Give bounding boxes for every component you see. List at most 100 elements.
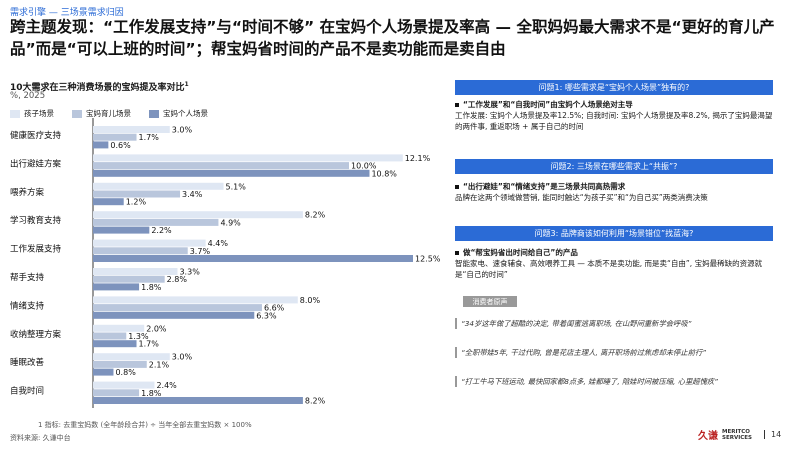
data-label: 8.0% [300,296,321,305]
data-label: 2.8% [167,275,188,284]
question-2-header: 问题2: 三场景在哪些需求上“共振”? [455,159,773,174]
bar [93,154,403,162]
data-label: 4.9% [220,218,241,227]
quote-2: “全职带娃5年, 干过代购, 曾是花店主理人, 离开职场前过焦虑却未停止前行” [455,347,775,358]
bar [93,133,137,141]
bar-chart: 健康医疗支持 3.0% 1.7% 0.6% 出行避娃方案 12.1% 10.0%10.8% 喂… [10,118,441,408]
bar [93,226,150,234]
question-3-bullet: 做“帮宝妈省出时间给自己”的产品 [455,247,775,258]
category-label: 出行避娃方案 [10,158,62,169]
legend-label: 宝妈育儿场景 [86,109,131,118]
question-3-title: 问题3: 品牌商该如何利用“场景错位”找蓝海? [534,229,694,238]
data-label: 12.1% [405,154,431,163]
bar [93,239,206,247]
category-label: 喂养方案 [10,187,45,198]
chart-title-footnote-mark: 1 [184,81,189,88]
question-1-answer: “工作发展”和“自我时间”由宝妈个人场景绝对主导 工作发展: 宝妈个人场景提及率… [455,99,775,132]
bar [93,283,140,291]
category-label: 自我时间 [10,386,44,397]
footnote: 1 指标: 去重宝妈数 (全年龄段合并) ÷ 当年全部去重宝妈数 × 100% [38,421,252,429]
breadcrumb: 需求引擎 — 三场景需求归因 [10,8,124,18]
logo-en: MERITCO SERVICES [722,429,752,441]
bar [93,275,165,283]
legend-swatch [10,109,20,118]
question-1-body: 工作发展: 宝妈个人场景提及率12.5%; 自我时间: 宝妈个人场景提及率8.2… [455,111,773,131]
bar [93,247,188,255]
bar [93,141,109,149]
data-label: 3.0% [172,126,193,135]
legend-swatch [72,109,82,118]
data-label: 0.8% [115,368,136,377]
data-label: 2.4% [156,381,177,390]
category-label: 帮手支持 [10,272,45,283]
bar [93,169,370,177]
bar [93,360,147,368]
question-3-body: 智能家电、速食辅食、高效喂养工具 — 本质不是卖功能, 而是卖“自由”, 宝妈最… [455,259,763,279]
question-2-body: 品牌在这两个领域做营销, 能同时触达“为孩子买”和“为自己买”两类消费决策 [455,193,708,202]
question-2-title: 问题2: 三场景在哪些需求上“共振”? [550,162,678,171]
data-label: 1.3% [128,332,149,341]
bar [93,368,114,376]
legend-label: 宝妈个人场景 [163,109,208,118]
data-label: 4.4% [208,239,229,248]
logo-cn: 久谦 [698,431,718,442]
bar [93,389,140,397]
question-1-bullet: “工作发展”和“自我时间”由宝妈个人场景绝对主导 [455,99,775,110]
category-label: 睡眠改善 [10,357,45,368]
question-2-bullet: “出行避娃”和“情绪支持”是三场景共同高热需求 [455,181,775,192]
question-3-header: 问题3: 品牌商该如何利用“场景错位”找蓝海? [455,226,773,241]
question-3-answer: 做“帮宝妈省出时间给自己”的产品 智能家电、速食辅食、高效喂养工具 — 本质不是… [455,247,775,280]
legend-item-s1: 孩子场景 [10,108,54,119]
category-label: 情绪支持 [10,300,45,311]
category-label: 收纳整理方案 [10,329,62,340]
company-logo: 久谦 MERITCO SERVICES [698,427,752,443]
bar [93,397,303,404]
logo-en-line-1: MERITCO [722,428,750,435]
data-label: 3.0% [172,353,193,362]
data-label: 2.0% [146,324,167,333]
bar [93,268,178,275]
bar [93,304,262,312]
data-label: 3.4% [182,190,203,199]
data-label: 6.6% [264,304,285,313]
bar [93,353,170,361]
data-label: 2.1% [149,360,170,369]
data-label: 1.8% [141,283,162,292]
chart-title: 10大需求在三种消费场景的宝妈提及率对比1 [10,80,189,93]
question-1-header: 问题1: 哪些需求是“宝妈个人场景”独有的? [455,80,773,95]
question-3-bullet-text: 做“帮宝妈省出时间给自己”的产品 [463,248,578,257]
chart-title-text: 10大需求在三种消费场景的宝妈提及率对比 [10,83,185,93]
question-2-bullet-text: “出行避娃”和“情绪支持”是三场景共同高热需求 [463,182,626,191]
bar [93,182,224,190]
bar [93,296,298,304]
quote-3: “打工牛马下班运动, 最快回家都8点多, 娃都睡了, 陪娃时间被压缩, 心里超愧… [455,376,775,387]
data-label: 1.7% [139,133,160,142]
data-label: 1.8% [141,389,162,398]
data-label: 12.5% [415,255,441,264]
data-label: 3.3% [179,268,200,277]
question-1-bullet-text: “工作发展”和“自我时间”由宝妈个人场景绝对主导 [463,100,633,109]
bullet-square-icon [455,185,459,189]
quote-1: “34岁这年做了超酷的决定, 带着闺蜜逃离职场, 在山野间重新学会呼吸” [455,318,775,329]
chart-legend: 孩子场景 宝妈育儿场景 宝妈个人场景 [10,108,208,119]
consumer-voice-tag: 消费者原声 [463,296,517,307]
legend-label: 孩子场景 [24,109,54,118]
category-label: 健康医疗支持 [10,130,62,141]
bullet-square-icon [455,103,459,107]
bar [93,324,145,332]
bar [93,190,181,198]
bar [93,340,137,348]
bar [93,332,127,340]
bar [93,211,303,219]
data-label: 10.0% [351,162,377,171]
page-headline: 跨主题发现：“工作发展支持”与“时间不够” 在宝妈个人场景提及率高 — 全职妈妈… [10,18,775,58]
page-number: 14 [764,430,781,439]
bar [93,126,170,133]
data-label: 6.3% [256,311,277,320]
bar [93,218,219,226]
question-2-answer: “出行避娃”和“情绪支持”是三场景共同高热需求 品牌在这两个领域做营销, 能同时… [455,181,775,203]
bar [93,255,413,262]
category-label: 工作发展支持 [10,244,62,255]
logo-en-line-2: SERVICES [722,434,753,441]
data-label: 3.7% [190,247,211,256]
